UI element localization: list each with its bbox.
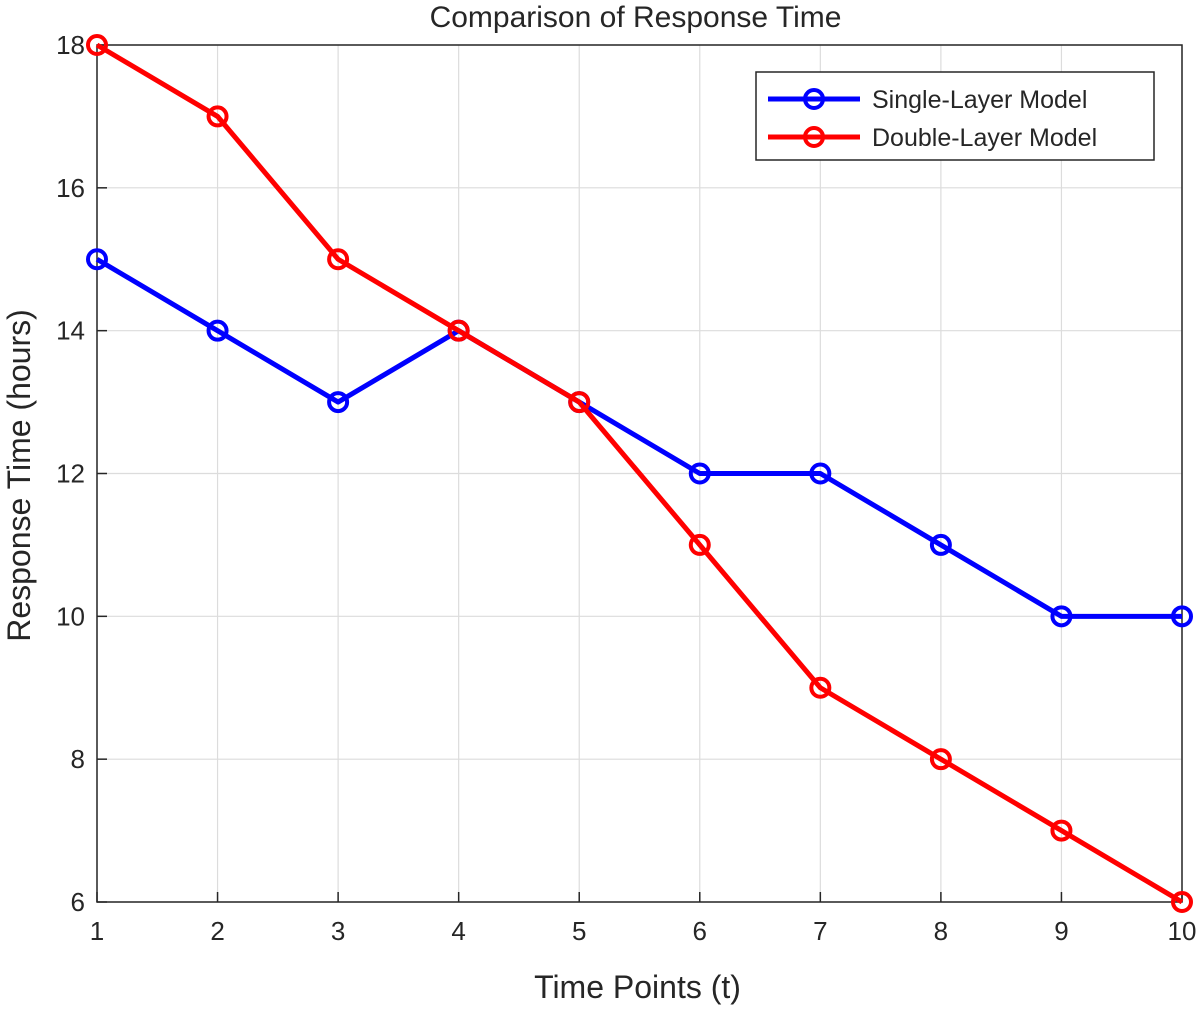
data-point	[447, 319, 470, 342]
x-axis-label: Time Points (t)	[534, 969, 741, 1005]
x-tick-label: 7	[813, 916, 827, 946]
data-point	[327, 391, 350, 414]
legend-marker	[803, 88, 825, 110]
x-tick-label: 2	[210, 916, 224, 946]
series-double-layer	[86, 34, 1193, 913]
data-point	[1171, 891, 1193, 913]
legend-marker	[803, 126, 825, 148]
data-point	[809, 676, 832, 699]
legend-label: Single-Layer Model	[872, 86, 1087, 114]
data-point	[86, 248, 108, 271]
legend-label: Double-Layer Model	[872, 124, 1097, 152]
chart-title: Comparison of Response Time	[430, 1, 842, 34]
y-tick-label: 12	[56, 459, 85, 489]
x-tick-label: 4	[451, 916, 465, 946]
y-tick-label: 16	[56, 173, 85, 203]
y-axis-label: Response Time (hours)	[1, 309, 37, 642]
y-tick-label: 18	[56, 30, 85, 60]
data-point	[1050, 605, 1073, 628]
series-line	[95, 42, 1184, 905]
legend: Single-Layer Model Double-Layer Model	[755, 71, 1155, 161]
data-point	[206, 319, 229, 342]
data-point	[1050, 819, 1073, 842]
y-tick-label: 8	[71, 744, 85, 774]
data-point	[206, 105, 229, 128]
data-point	[568, 391, 591, 414]
data-point	[809, 462, 832, 485]
series-single-layer	[86, 248, 1193, 628]
legend-box	[755, 71, 1155, 161]
data-point	[688, 533, 711, 556]
data-point	[86, 34, 108, 56]
x-tick-label: 3	[331, 916, 345, 946]
x-tick-label: 1	[90, 916, 104, 946]
series-group	[86, 34, 1193, 913]
data-point	[929, 748, 952, 771]
x-axis-ticks: 1 2 3 4 5 6 7 8 9 10	[90, 892, 1197, 946]
y-tick-label: 6	[71, 887, 85, 917]
y-tick-label: 10	[56, 601, 85, 631]
data-point	[327, 248, 350, 271]
series-line	[95, 257, 1182, 619]
y-tick-label: 14	[56, 316, 85, 346]
data-point	[688, 462, 711, 485]
data-point	[1171, 605, 1193, 628]
x-tick-label: 9	[1054, 916, 1068, 946]
x-tick-label: 5	[572, 916, 586, 946]
x-tick-label: 8	[934, 916, 948, 946]
data-point	[929, 533, 952, 556]
x-tick-label: 6	[693, 916, 707, 946]
y-axis-ticks: 6 8 10 12 14 16 18	[56, 30, 107, 917]
x-tick-label: 10	[1168, 916, 1197, 946]
